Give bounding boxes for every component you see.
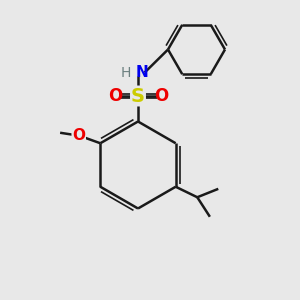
Text: O: O bbox=[154, 87, 168, 105]
Text: N: N bbox=[135, 65, 148, 80]
Text: O: O bbox=[108, 87, 122, 105]
Text: S: S bbox=[131, 86, 145, 106]
Text: O: O bbox=[72, 128, 85, 143]
Text: H: H bbox=[120, 66, 130, 80]
